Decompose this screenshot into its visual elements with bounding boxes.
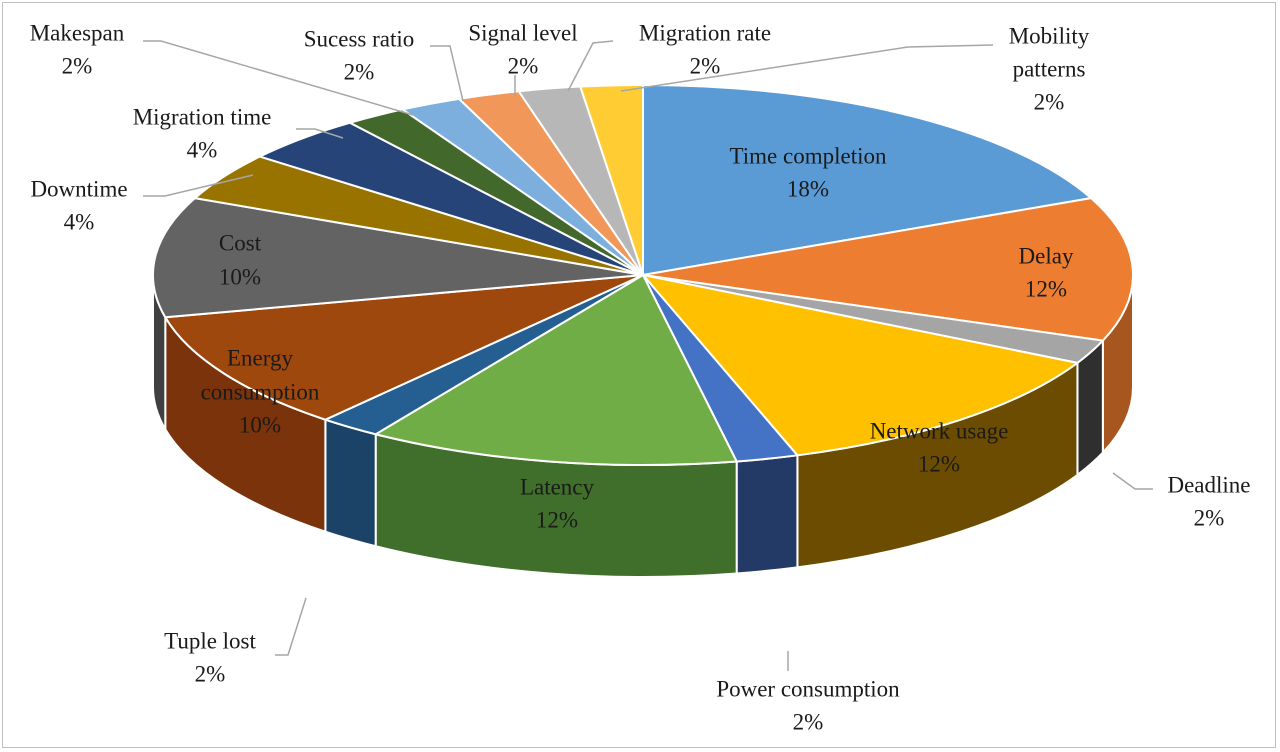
- leader-line-migration-time: [296, 128, 344, 139]
- pie-slice-network-usage: [640, 273, 1080, 457]
- data-label-latency: Latency: [520, 474, 595, 499]
- pie-slice-delay: [642, 197, 1134, 342]
- data-label-pct-mobility-patterns: 2%: [1034, 89, 1065, 114]
- leader-line-tuple-lost: [275, 597, 307, 656]
- pie-slice-cost: [152, 197, 644, 319]
- data-label-signal-level: Signal level: [468, 20, 577, 45]
- data-label-pct-power-consumption: 2%: [793, 709, 824, 734]
- data-label-pct-energy-consumption: 10%: [239, 412, 281, 437]
- data-label-pct-migration-rate: 2%: [690, 53, 721, 78]
- data-label-migration-rate: Migration rate: [639, 20, 771, 45]
- data-label-network-usage: Network usage: [870, 418, 1009, 443]
- data-label-deadline: Deadline: [1167, 472, 1250, 497]
- data-label-energy-consumption: Energy: [227, 345, 294, 370]
- leader-line-makespan: [143, 40, 414, 116]
- data-label-cost: Cost: [219, 230, 262, 255]
- data-label-pct-network-usage: 12%: [918, 451, 960, 476]
- data-label-pct-migration-time: 4%: [187, 137, 218, 162]
- data-label-sucess-ratio: Sucess ratio: [304, 26, 415, 51]
- data-label-downtime: Downtime: [30, 176, 127, 201]
- leader-line-downtime: [143, 174, 254, 197]
- data-label-pct-downtime: 4%: [64, 209, 95, 234]
- pie-slice-time-completion: [642, 83, 1094, 277]
- data-label-pct-makespan: 2%: [62, 53, 93, 78]
- data-label-pct-tuple-lost: 2%: [195, 661, 226, 686]
- leader-line-sucess-ratio: [430, 45, 464, 102]
- pie-slice-energy-consumption: [163, 274, 644, 421]
- data-label-delay: Delay: [1019, 243, 1074, 268]
- pie-side-tuple-lost: [324, 418, 377, 548]
- pie-slice-mobility-patterns: [578, 83, 644, 276]
- data-label-mobility-patterns: patterns: [1013, 56, 1086, 81]
- leader-line-deadline: [1112, 472, 1153, 490]
- pie-chart: Time completion 18% Delay 12% Deadline 2% Netw…: [30, 20, 1251, 734]
- pie-slice-latency: [373, 273, 739, 466]
- data-label-pct-deadline: 2%: [1194, 505, 1225, 530]
- pie-side-power-consumption: [735, 454, 799, 575]
- data-label-time-completion: Time completion: [730, 143, 887, 168]
- data-label-pct-time-completion: 18%: [787, 176, 829, 201]
- data-label-migration-time: Migration time: [133, 104, 272, 129]
- data-label-pct-sucess-ratio: 2%: [344, 59, 375, 84]
- data-label-pct-signal-level: 2%: [508, 53, 539, 78]
- data-label-power-consumption: Power consumption: [716, 676, 900, 701]
- leader-line-migration-rate: [567, 40, 614, 92]
- data-label-energy-consumption: consumption: [201, 379, 320, 404]
- data-label-pct-cost: 10%: [219, 264, 261, 289]
- data-label-tuple-lost: Tuple lost: [164, 628, 256, 653]
- data-label-makespan: Makespan: [30, 20, 125, 45]
- data-label-pct-delay: 12%: [1025, 276, 1067, 301]
- data-label-pct-latency: 12%: [536, 507, 578, 532]
- leader-line-mobility-patterns: [620, 44, 994, 92]
- data-label-mobility-patterns: Mobility: [1009, 23, 1090, 48]
